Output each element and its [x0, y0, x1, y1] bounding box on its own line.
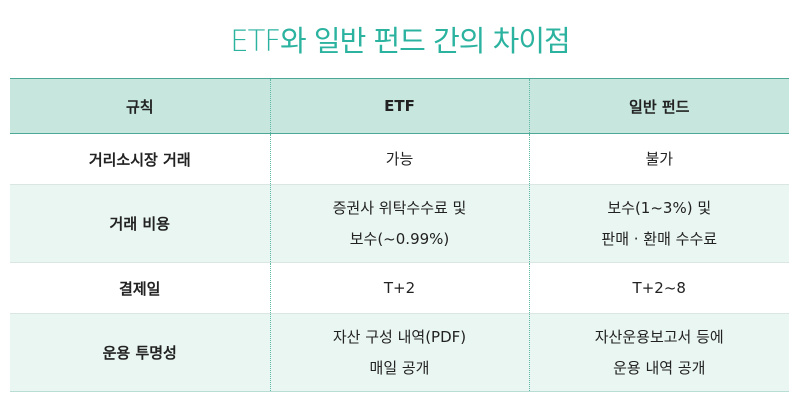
table-row: 운용 투명성 자산 구성 내역(PDF) 매일 공개 자산운용보고서 등에 운용… — [10, 313, 789, 392]
row-label: 결제일 — [10, 262, 270, 314]
comparison-table: 규칙 ETF 일반 펀드 거리소시장 거래 가능 불가 거래 비용 증권사 위탁… — [10, 78, 789, 392]
etf-cell: 증권사 위탁수수료 및 보수(~0.99%) — [269, 184, 529, 263]
table-header-row: 규칙 ETF 일반 펀드 — [10, 78, 789, 134]
column-header-etf: ETF — [269, 78, 529, 134]
fund-cell-text: 보수(1~3%) 및 — [607, 198, 712, 217]
fund-cell-text: T+2~8 — [632, 278, 686, 297]
fund-cell: 자산운용보고서 등에 운용 내역 공개 — [528, 313, 789, 392]
row-label: 운용 투명성 — [10, 313, 270, 392]
fund-cell: 불가 — [528, 133, 789, 185]
page-title: ETF와 일반 펀드 간의 차이점 — [230, 24, 570, 58]
table-row: 거래 비용 증권사 위탁수수료 및 보수(~0.99%) 보수(1~3%) 및 … — [10, 184, 789, 263]
etf-cell-text: 자산 구성 내역(PDF) — [332, 327, 467, 346]
etf-cell-text: 매일 공개 — [369, 358, 430, 377]
fund-cell-text: 자산운용보고서 등에 — [594, 327, 724, 346]
fund-cell-text: 판매 · 환매 수수료 — [601, 229, 718, 248]
etf-cell-text: T+2 — [383, 278, 416, 297]
etf-cell: T+2 — [269, 262, 529, 314]
fund-cell: 보수(1~3%) 및 판매 · 환매 수수료 — [528, 184, 789, 263]
table-row: 거리소시장 거래 가능 불가 — [10, 133, 789, 185]
etf-cell-text: 보수(~0.99%) — [349, 229, 450, 248]
etf-cell: 자산 구성 내역(PDF) 매일 공개 — [269, 313, 529, 392]
column-header-fund: 일반 펀드 — [528, 78, 789, 134]
fund-cell-text: 불가 — [645, 149, 674, 168]
fund-cell-text: 운용 내역 공개 — [613, 358, 706, 377]
table-row: 결제일 T+2 T+2~8 — [10, 262, 789, 314]
fund-cell: T+2~8 — [528, 262, 789, 314]
etf-cell-text: 가능 — [385, 149, 414, 168]
etf-cell-text: 증권사 위탁수수료 및 — [332, 198, 467, 217]
column-header-rule: 규칙 — [10, 78, 270, 134]
etf-cell: 가능 — [269, 133, 529, 185]
row-label: 거래 비용 — [10, 184, 270, 263]
row-label: 거리소시장 거래 — [10, 133, 270, 185]
